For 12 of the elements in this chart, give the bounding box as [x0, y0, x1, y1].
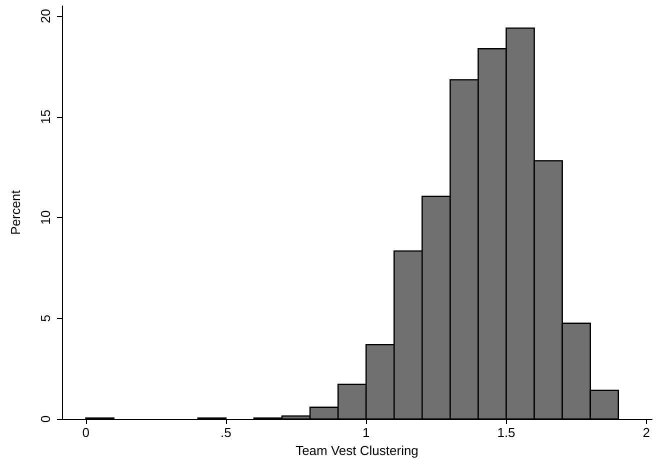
x-tick-label: 2 — [642, 425, 650, 440]
y-tick-label: 15 — [38, 110, 53, 124]
y-tick-label: 0 — [38, 415, 53, 423]
x-tick-label: .5 — [220, 425, 232, 440]
x-tick-label: 0 — [82, 425, 90, 440]
y-tick-label: 10 — [38, 210, 53, 225]
x-tick-label: 1 — [362, 425, 370, 440]
x-axis-title: Team Vest Clustering — [296, 442, 418, 458]
y-axis-title: Percent — [8, 190, 23, 235]
y-tick-label: 20 — [38, 8, 53, 24]
y-tick-label: 5 — [38, 314, 53, 322]
x-tick-label: 1.5 — [497, 425, 516, 440]
